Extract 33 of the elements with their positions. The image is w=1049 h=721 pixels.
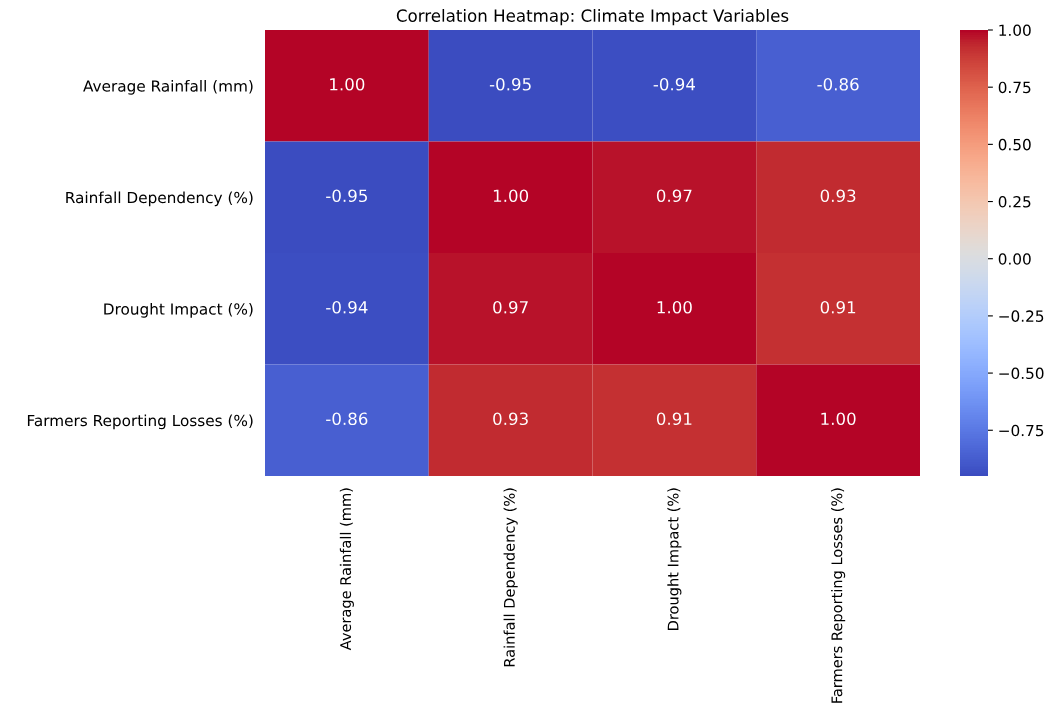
data-label: -0.94 bbox=[326, 300, 368, 314]
y-tick-label: Farmers Reporting Losses (%) bbox=[27, 414, 253, 430]
data-label: -0.95 bbox=[489, 77, 531, 91]
data-label: 0.97 bbox=[493, 300, 528, 314]
x-tick-label: Farmers Reporting Losses (%) bbox=[831, 488, 846, 703]
data-label: 0.93 bbox=[820, 189, 856, 203]
data-label: -0.94 bbox=[653, 77, 695, 91]
data-label: 0.91 bbox=[820, 300, 856, 314]
color-bar-label: −0.75 bbox=[999, 424, 1044, 437]
x-tick-label: Average Rainfall (mm) bbox=[339, 488, 354, 651]
y-tick-label: Drought Impact (%) bbox=[104, 302, 253, 318]
color-bar-label: 0.00 bbox=[998, 253, 1031, 265]
color-bar-label: 0.25 bbox=[998, 196, 1031, 208]
data-label: -0.95 bbox=[326, 189, 367, 203]
y-tick-label: Average Rainfall (mm) bbox=[83, 79, 253, 95]
y-tick-label: Rainfall Dependency (%) bbox=[66, 191, 253, 207]
color-bar-label: 0.50 bbox=[998, 138, 1031, 151]
data-label: -0.86 bbox=[326, 412, 368, 426]
data-label: 1.00 bbox=[657, 300, 692, 314]
data-label: 1.00 bbox=[330, 77, 365, 91]
data-label: 1.00 bbox=[821, 412, 856, 426]
data-label: -0.86 bbox=[817, 77, 859, 91]
x-tick-label: Rainfall Dependency (%) bbox=[503, 488, 518, 667]
color-bar-label: 0.75 bbox=[998, 81, 1031, 94]
data-label: 0.93 bbox=[493, 412, 528, 426]
color-bar-label: −0.50 bbox=[999, 367, 1044, 380]
x-tick-label: Drought Impact (%) bbox=[667, 488, 682, 630]
data-label: 0.97 bbox=[656, 189, 692, 203]
chart-title: Correlation Heatmap: Climate Impact Variables bbox=[396, 9, 789, 26]
data-label: 1.00 bbox=[493, 189, 529, 203]
data-label: 0.91 bbox=[656, 412, 692, 426]
color-bar-label: −0.25 bbox=[999, 310, 1044, 322]
color-bar-label: 1.00 bbox=[999, 24, 1031, 37]
